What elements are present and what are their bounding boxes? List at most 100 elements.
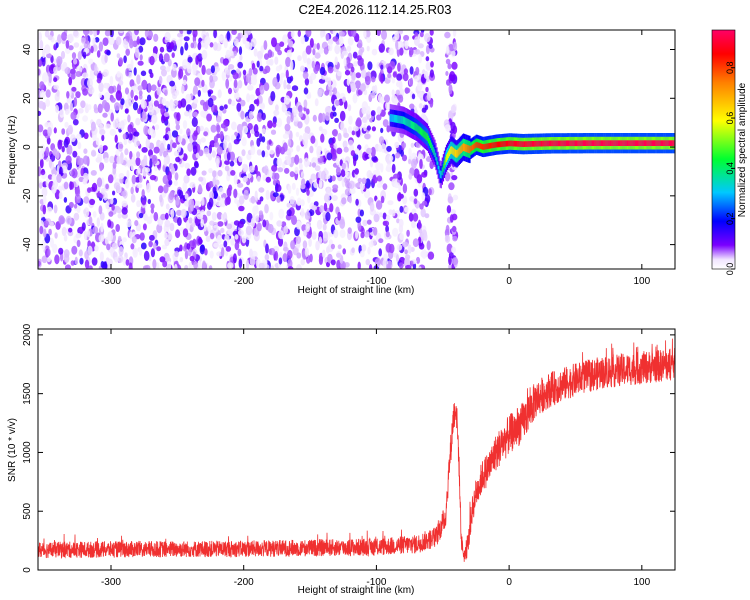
spectrogram-noise-cell [219, 130, 224, 140]
spectrogram-noise-cell [70, 73, 76, 80]
spectrogram-noise-cell [384, 94, 390, 103]
spectrogram-noise-cell [209, 42, 214, 48]
spectrogram-noise-cell [404, 206, 410, 213]
spectrogram-noise-cell [75, 71, 82, 77]
spectrogram-noise-cell [110, 112, 114, 122]
spectrogram-signal-cell [466, 144, 468, 153]
spectrogram-signal-cell [492, 142, 494, 149]
spectrogram-signal-cell [519, 141, 521, 147]
spectrogram-noise-cell [304, 247, 309, 257]
spectrogram-signal-cell [559, 140, 561, 147]
colorbar-tick-label: 0.6 [725, 112, 735, 125]
spectrogram-noise-cell [137, 60, 144, 66]
spectrogram-noise-cell [386, 66, 393, 74]
spectrogram-noise-cell [270, 265, 274, 269]
spectrogram-noise-cell [186, 65, 192, 74]
spectrogram-noise-cell [445, 71, 449, 76]
spectrogram-noise-cell [380, 96, 385, 105]
spectrogram-noise-cell [399, 205, 404, 213]
spectrogram-noise-cell [117, 213, 122, 219]
spectrogram-noise-cell [380, 73, 384, 84]
spectrogram-noise-cell [118, 57, 124, 66]
spectrogram-noise-cell [221, 192, 227, 200]
spectrogram-noise-cell [130, 163, 134, 171]
spectrogram-noise-cell [78, 157, 84, 166]
spectrogram-noise-cell [295, 220, 302, 230]
spectrogram-noise-cell [192, 111, 198, 118]
spectrogram-noise-cell [202, 101, 209, 112]
spectrogram-noise-cell [173, 263, 178, 269]
spectrogram-noise-cell [228, 64, 235, 70]
spectrogram-noise-cell [297, 55, 302, 62]
spectrogram-noise-cell [115, 149, 120, 156]
snr-series-line [38, 338, 675, 562]
spectrogram-noise-cell [152, 46, 158, 55]
spectrogram-signal-cell [395, 114, 397, 123]
spectrogram-noise-cell [221, 247, 225, 258]
spectrogram-noise-cell [364, 231, 370, 238]
spectrogram-signal-cell [501, 141, 503, 147]
spectrogram-noise-cell [325, 211, 331, 222]
spectrogram-noise-cell [104, 54, 108, 63]
spectrogram-noise-cell [272, 179, 277, 186]
spectrogram-noise-cell [238, 195, 245, 205]
spectrogram-noise-cell [344, 188, 351, 196]
spectrogram-noise-cell [394, 97, 398, 107]
spectrogram-signal-cell [609, 140, 611, 146]
spectrogram-noise-cell [221, 70, 227, 81]
spectrogram-noise-cell [297, 30, 301, 37]
spectrogram-signal-cell [561, 140, 563, 147]
spectrogram-noise-cell [183, 36, 190, 42]
spectrogram-noise-cell [288, 40, 294, 48]
spectrogram-noise-cell [117, 254, 124, 264]
spectrogram-signal-cell [639, 140, 641, 146]
spectrogram-noise-cell [403, 34, 410, 42]
spectrogram-noise-cell [196, 214, 204, 220]
spectrogram-y-tick-label: 0 [22, 144, 33, 150]
spectrogram-noise-cell [320, 30, 326, 38]
spectrogram-noise-cell [425, 56, 430, 62]
spectrogram-noise-cell [356, 117, 362, 127]
spectrogram-signal-cell [434, 149, 436, 158]
spectrogram-noise-cell [398, 94, 404, 103]
spectrogram-noise-cell [80, 37, 86, 44]
spectrogram-noise-cell [423, 232, 428, 242]
spectrogram-noise-cell [107, 219, 112, 228]
spectrogram-signal-cell [406, 118, 408, 127]
spectrogram-noise-cell [53, 66, 58, 75]
spectrogram-signal-cell [657, 140, 659, 146]
spectrogram-signal-cell [508, 140, 510, 147]
spectrogram-noise-cell [38, 231, 41, 242]
spectrogram-noise-cell [304, 211, 311, 221]
spectrogram-noise-cell [350, 79, 355, 89]
spectrogram-noise-cell [143, 250, 150, 261]
spectrogram-noise-cell [211, 150, 216, 158]
spectrogram-noise-cell [287, 138, 292, 147]
spectrogram-noise-cell [186, 128, 191, 137]
spectrogram-noise-cell [115, 185, 121, 191]
spectrogram-noise-cell [87, 104, 92, 111]
colorbar: 0.0 0.2 0.4 0.6 0.8 Normalized spectral ampl… [711, 29, 748, 275]
spectrogram-noise-cell [408, 147, 412, 157]
spectrogram-noise-cell [142, 223, 147, 231]
spectrogram-y-tick-label: 40 [22, 44, 33, 56]
spectrogram-noise-cell [180, 46, 184, 56]
spectrogram-noise-cell [227, 98, 232, 105]
spectrogram-noise-cell [162, 260, 168, 268]
spectrogram-noise-cell [450, 121, 456, 132]
spectrogram-noise-cell [272, 77, 278, 87]
spectrogram-noise-cell [237, 182, 244, 188]
spectrogram-noise-cell [412, 238, 419, 248]
spectrogram-noise-cell [375, 161, 382, 171]
spectrogram-noise-cell [355, 230, 359, 239]
spectrogram-signal-cell [558, 140, 560, 147]
spectrogram-noise-cell [391, 163, 396, 174]
spectrogram-noise-cell [311, 205, 318, 211]
spectrogram-noise-cell [136, 183, 143, 189]
spectrogram-signal-cell [521, 141, 523, 147]
spectrogram-noise-cell [382, 212, 387, 220]
spectrogram-noise-cell [57, 139, 63, 150]
spectrogram-noise-cell [46, 53, 52, 59]
snr-y-tick-label: 0 [22, 567, 33, 573]
spectrogram-noise-cell [70, 181, 74, 190]
